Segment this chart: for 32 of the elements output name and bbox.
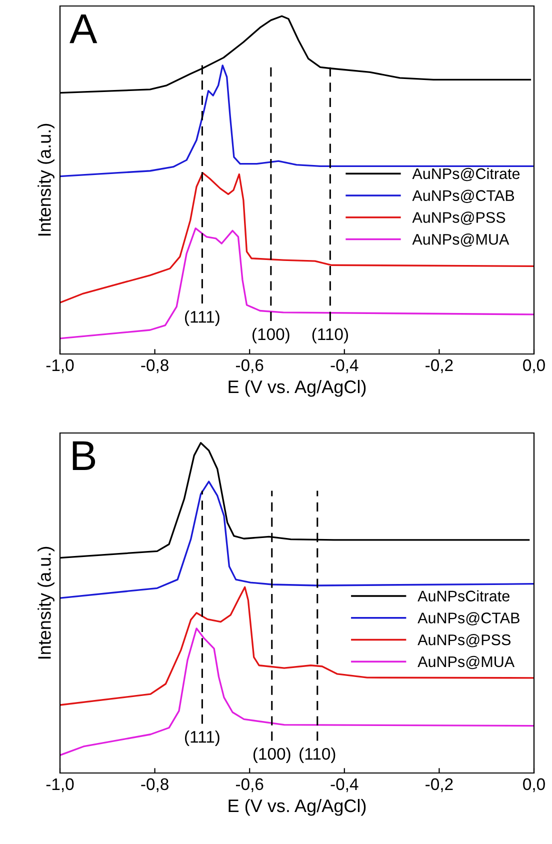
legend-label: AuNPs@MUA — [412, 234, 510, 247]
annotation: (111) — [185, 730, 220, 746]
legend-label: AuNPs@PSS — [412, 212, 506, 225]
x-tick-label: -0,2 — [426, 359, 453, 374]
y-axis-title: Intensity (a.u.) — [38, 546, 54, 659]
annotation: A — [70, 14, 98, 44]
annotation: (110) — [312, 328, 348, 344]
legend-label: AuNPsCitrate — [418, 590, 510, 602]
annotation: (111) — [185, 310, 220, 326]
x-tick-label: -0,6 — [236, 778, 264, 792]
x-tick-label: 0,0 — [523, 778, 545, 792]
x-tick-label: -0,2 — [426, 778, 453, 792]
legend-label: AuNPs@CTAB — [418, 612, 520, 626]
x-tick-label: -0,8 — [141, 778, 168, 792]
y-axis-title: Intensity (a.u.) — [38, 124, 54, 236]
x-tick-label: -0,4 — [330, 359, 358, 374]
x-tick-label: -1,0 — [46, 359, 74, 374]
annotation: (100) — [252, 328, 290, 344]
legend-label: AuNPs@PSS — [418, 634, 510, 648]
legend-label: AuNPs@Citrate — [412, 168, 520, 182]
x-tick-label: -1,0 — [46, 778, 74, 792]
annotation: (100) — [253, 748, 290, 764]
annotation: B — [72, 441, 96, 470]
legend-label: AuNPs@MUA — [418, 656, 515, 670]
x-tick-label: -0,8 — [141, 359, 168, 374]
x-tick-label: -0,6 — [236, 359, 264, 374]
annotation: (110) — [300, 748, 336, 764]
legend-label: AuNPs@CTAB — [412, 190, 514, 203]
x-tick-label: 0,0 — [523, 359, 545, 374]
x-axis-title: E (V vs. Ag/AgCl) — [228, 798, 366, 816]
x-tick-label: -0,4 — [330, 778, 358, 792]
x-axis-title: E (V vs. Ag/AgCl) — [228, 380, 366, 397]
